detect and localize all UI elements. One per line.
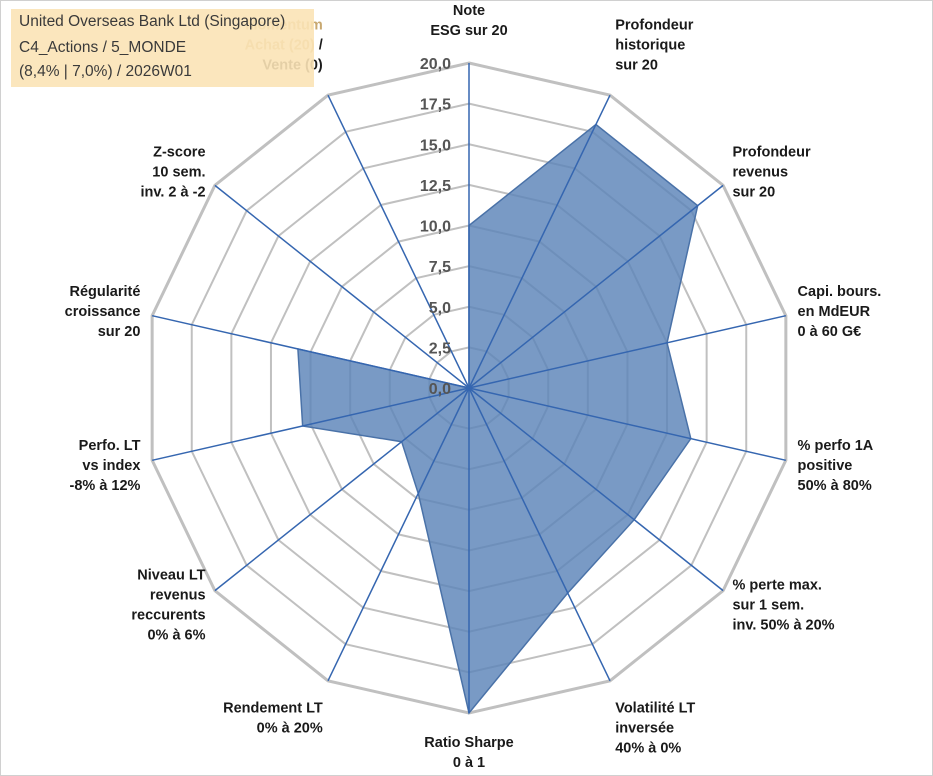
spoke-6 bbox=[468, 387, 611, 682]
axis-label-5-line-1: sur 1 sem. bbox=[732, 597, 804, 613]
axis-label-9-line-2: reccurents bbox=[131, 607, 205, 623]
axis-label-7: Ratio Sharpe 0 à 1 bbox=[424, 735, 513, 771]
axis-label-5: % perte max. sur 1 sem. inv. 50% à 20% bbox=[732, 577, 834, 633]
axis-label-8-line-1: 0% à 20% bbox=[257, 721, 323, 737]
axis-label-4: % perfo 1A positive 50% à 80% bbox=[798, 438, 874, 494]
tick-label-1: 2,5 bbox=[429, 340, 451, 357]
axis-label-7-line-0: Ratio Sharpe bbox=[424, 735, 513, 751]
axis-label-12-line-2: inv. 2 à -2 bbox=[141, 185, 206, 201]
info-box bbox=[11, 9, 314, 87]
axis-label-8-line-0: Rendement LT bbox=[223, 701, 323, 717]
info-period: (8,4% | 7,0%) / 2026W01 bbox=[19, 63, 192, 80]
axis-label-2-line-0: Profondeur bbox=[732, 145, 810, 161]
axis-label-4-line-0: % perfo 1A bbox=[798, 438, 874, 454]
axis-label-4-line-1: positive bbox=[798, 458, 853, 474]
info-title: United Overseas Bank Ltd (Singapore) bbox=[19, 13, 286, 30]
series-area-0 bbox=[297, 123, 699, 715]
tick-label-7: 17,5 bbox=[420, 97, 451, 114]
axis-label-12-line-0: Z-score bbox=[153, 145, 205, 161]
axis-label-12-line-1: 10 sem. bbox=[152, 165, 205, 181]
axis-label-10-line-2: -8% à 12% bbox=[70, 478, 141, 494]
axis-label-2: Profondeur revenus sur 20 bbox=[732, 145, 810, 201]
axis-label-6: Volatilité LT inversée 40% à 0% bbox=[615, 701, 695, 757]
radar-series-layer bbox=[297, 123, 699, 715]
spoke-12 bbox=[214, 184, 470, 389]
spoke-9 bbox=[214, 387, 470, 592]
spoke-4 bbox=[468, 387, 787, 462]
tick-label-5: 12,5 bbox=[420, 178, 451, 195]
tick-label-2: 5,0 bbox=[429, 300, 451, 317]
spoke-13 bbox=[327, 94, 470, 389]
axis-label-12: Z-score 10 sem. inv. 2 à -2 bbox=[141, 145, 206, 201]
spoke-3 bbox=[468, 314, 787, 389]
axis-label-3-line-0: Capi. bours. bbox=[798, 284, 882, 300]
axis-label-2-line-1: revenus bbox=[732, 165, 788, 181]
axis-label-9-line-3: 0% à 6% bbox=[147, 627, 205, 643]
axis-label-0: Note ESG sur 20 bbox=[430, 3, 507, 39]
axis-label-3: Capi. bours. en MdEUR 0 à 60 G€ bbox=[798, 284, 882, 340]
axis-label-3-line-1: en MdEUR bbox=[798, 304, 871, 320]
axis-label-4-line-2: 50% à 80% bbox=[798, 478, 872, 494]
spoke-10 bbox=[151, 387, 470, 462]
axis-label-5-line-2: inv. 50% à 20% bbox=[732, 617, 834, 633]
tick-label-6: 15,0 bbox=[420, 137, 451, 154]
axis-label-6-line-0: Volatilité LT bbox=[615, 701, 695, 717]
axis-label-10-line-1: vs index bbox=[82, 458, 140, 474]
axis-label-11: Régularité croissance sur 20 bbox=[65, 284, 141, 340]
axis-label-9-line-0: Niveau LT bbox=[137, 567, 205, 583]
axis-label-9: Niveau LT revenus reccurents 0% à 6% bbox=[131, 567, 205, 643]
axis-label-7-line-1: 0 à 1 bbox=[453, 755, 485, 771]
radar-spokes bbox=[151, 63, 787, 713]
axis-label-11-line-1: croissance bbox=[65, 304, 141, 320]
axis-label-1-line-2: sur 20 bbox=[615, 57, 658, 73]
radar-axis-labels: Note ESG sur 20 Profondeur historique sur 20… bbox=[65, 3, 882, 771]
axis-label-1: Profondeur historique sur 20 bbox=[615, 17, 693, 73]
axis-label-1-line-0: Profondeur bbox=[615, 17, 693, 33]
info-category: C4_Actions / 5_MONDE bbox=[19, 39, 187, 56]
axis-label-3-line-2: 0 à 60 G€ bbox=[798, 324, 862, 340]
tick-label-3: 7,5 bbox=[429, 259, 451, 276]
tick-label-4: 10,0 bbox=[420, 219, 451, 236]
axis-label-8: Rendement LT 0% à 20% bbox=[223, 701, 323, 737]
spoke-11 bbox=[151, 314, 470, 389]
axis-label-separator: / bbox=[315, 37, 323, 53]
axis-label-11-line-0: Régularité bbox=[70, 284, 141, 300]
axis-label-11-line-2: sur 20 bbox=[98, 324, 141, 340]
axis-label-2-line-2: sur 20 bbox=[732, 185, 775, 201]
axis-label-5-line-0: % perte max. bbox=[732, 577, 821, 593]
axis-label-0-line-0: Note bbox=[453, 3, 485, 19]
axis-label-6-line-2: 40% à 0% bbox=[615, 741, 681, 757]
axis-label-10: Perfo. LT vs index -8% à 12% bbox=[70, 438, 141, 494]
radar-ticks: 0,0 2,5 5,0 7,5 10,0 12,5 15,0 17,5 20,0 bbox=[420, 56, 451, 398]
axis-label-0-line-1: ESG sur 20 bbox=[430, 23, 507, 39]
axis-label-10-line-0: Perfo. LT bbox=[79, 438, 141, 454]
tick-label-0: 0,0 bbox=[429, 381, 451, 398]
axis-label-1-line-1: historique bbox=[615, 37, 685, 53]
spoke-1 bbox=[468, 94, 611, 389]
axis-label-6-line-1: inversée bbox=[615, 721, 674, 737]
tick-label-8: 20,0 bbox=[420, 56, 451, 73]
spoke-5 bbox=[468, 387, 724, 592]
spoke-8 bbox=[327, 387, 470, 682]
spoke-2 bbox=[468, 184, 724, 389]
axis-label-9-line-1: revenus bbox=[150, 587, 206, 603]
